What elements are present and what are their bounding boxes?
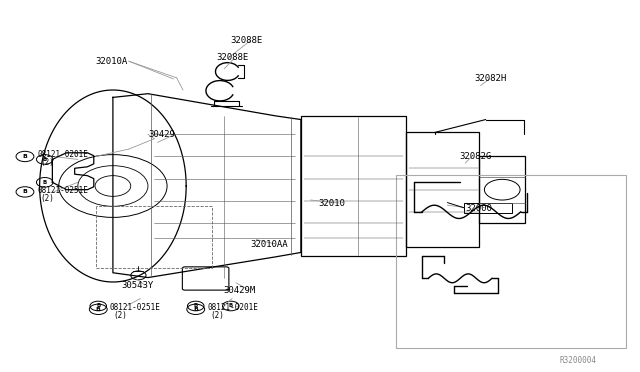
Text: B: B xyxy=(22,154,28,159)
Text: 30543Y: 30543Y xyxy=(121,281,154,290)
Bar xyxy=(464,203,513,212)
Text: B: B xyxy=(43,157,47,162)
Text: 32088E: 32088E xyxy=(217,53,249,62)
Text: 32000: 32000 xyxy=(465,203,492,213)
Text: (2): (2) xyxy=(211,311,224,320)
Text: 08121-0251E: 08121-0251E xyxy=(37,186,88,195)
Text: 08121-0201E: 08121-0201E xyxy=(37,151,88,160)
Text: B: B xyxy=(194,304,198,308)
Text: 32082G: 32082G xyxy=(459,152,491,161)
Text: B: B xyxy=(228,304,233,308)
Text: B: B xyxy=(96,304,100,308)
Text: 32010AA: 32010AA xyxy=(250,240,287,249)
Text: 32082H: 32082H xyxy=(474,74,506,83)
Text: (2): (2) xyxy=(40,194,54,203)
Text: B: B xyxy=(22,189,28,195)
Text: B: B xyxy=(96,307,100,312)
Text: 32010A: 32010A xyxy=(96,57,128,66)
Text: 30429: 30429 xyxy=(148,130,175,139)
Text: B: B xyxy=(193,307,198,312)
Text: B: B xyxy=(43,180,47,185)
Text: 30429M: 30429M xyxy=(223,286,255,295)
Text: (2): (2) xyxy=(113,311,127,320)
Text: 08121-0201E: 08121-0201E xyxy=(207,303,258,312)
Text: (2): (2) xyxy=(40,158,54,167)
Text: 32010: 32010 xyxy=(319,199,346,208)
Text: 32088E: 32088E xyxy=(231,36,263,45)
Text: R3200004: R3200004 xyxy=(559,356,596,365)
Text: 08121-0251E: 08121-0251E xyxy=(109,303,161,312)
Bar xyxy=(396,175,626,349)
